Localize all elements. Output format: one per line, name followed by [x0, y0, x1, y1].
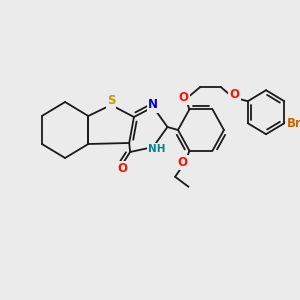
Text: Br: Br [286, 117, 300, 130]
Text: N: N [148, 98, 158, 112]
Text: NH: NH [148, 144, 166, 154]
Text: O: O [178, 156, 188, 169]
Text: O: O [230, 88, 239, 101]
Text: O: O [118, 163, 128, 176]
Text: S: S [107, 94, 115, 107]
Text: O: O [179, 91, 189, 104]
